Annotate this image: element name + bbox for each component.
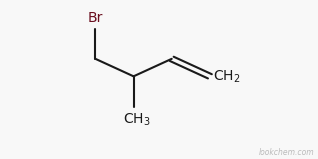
Text: Br: Br [88,11,103,25]
Text: $\mathregular{CH_2}$: $\mathregular{CH_2}$ [213,68,240,85]
Text: lookchem.com: lookchem.com [259,148,315,157]
Text: $\mathregular{CH_3}$: $\mathregular{CH_3}$ [123,111,150,128]
